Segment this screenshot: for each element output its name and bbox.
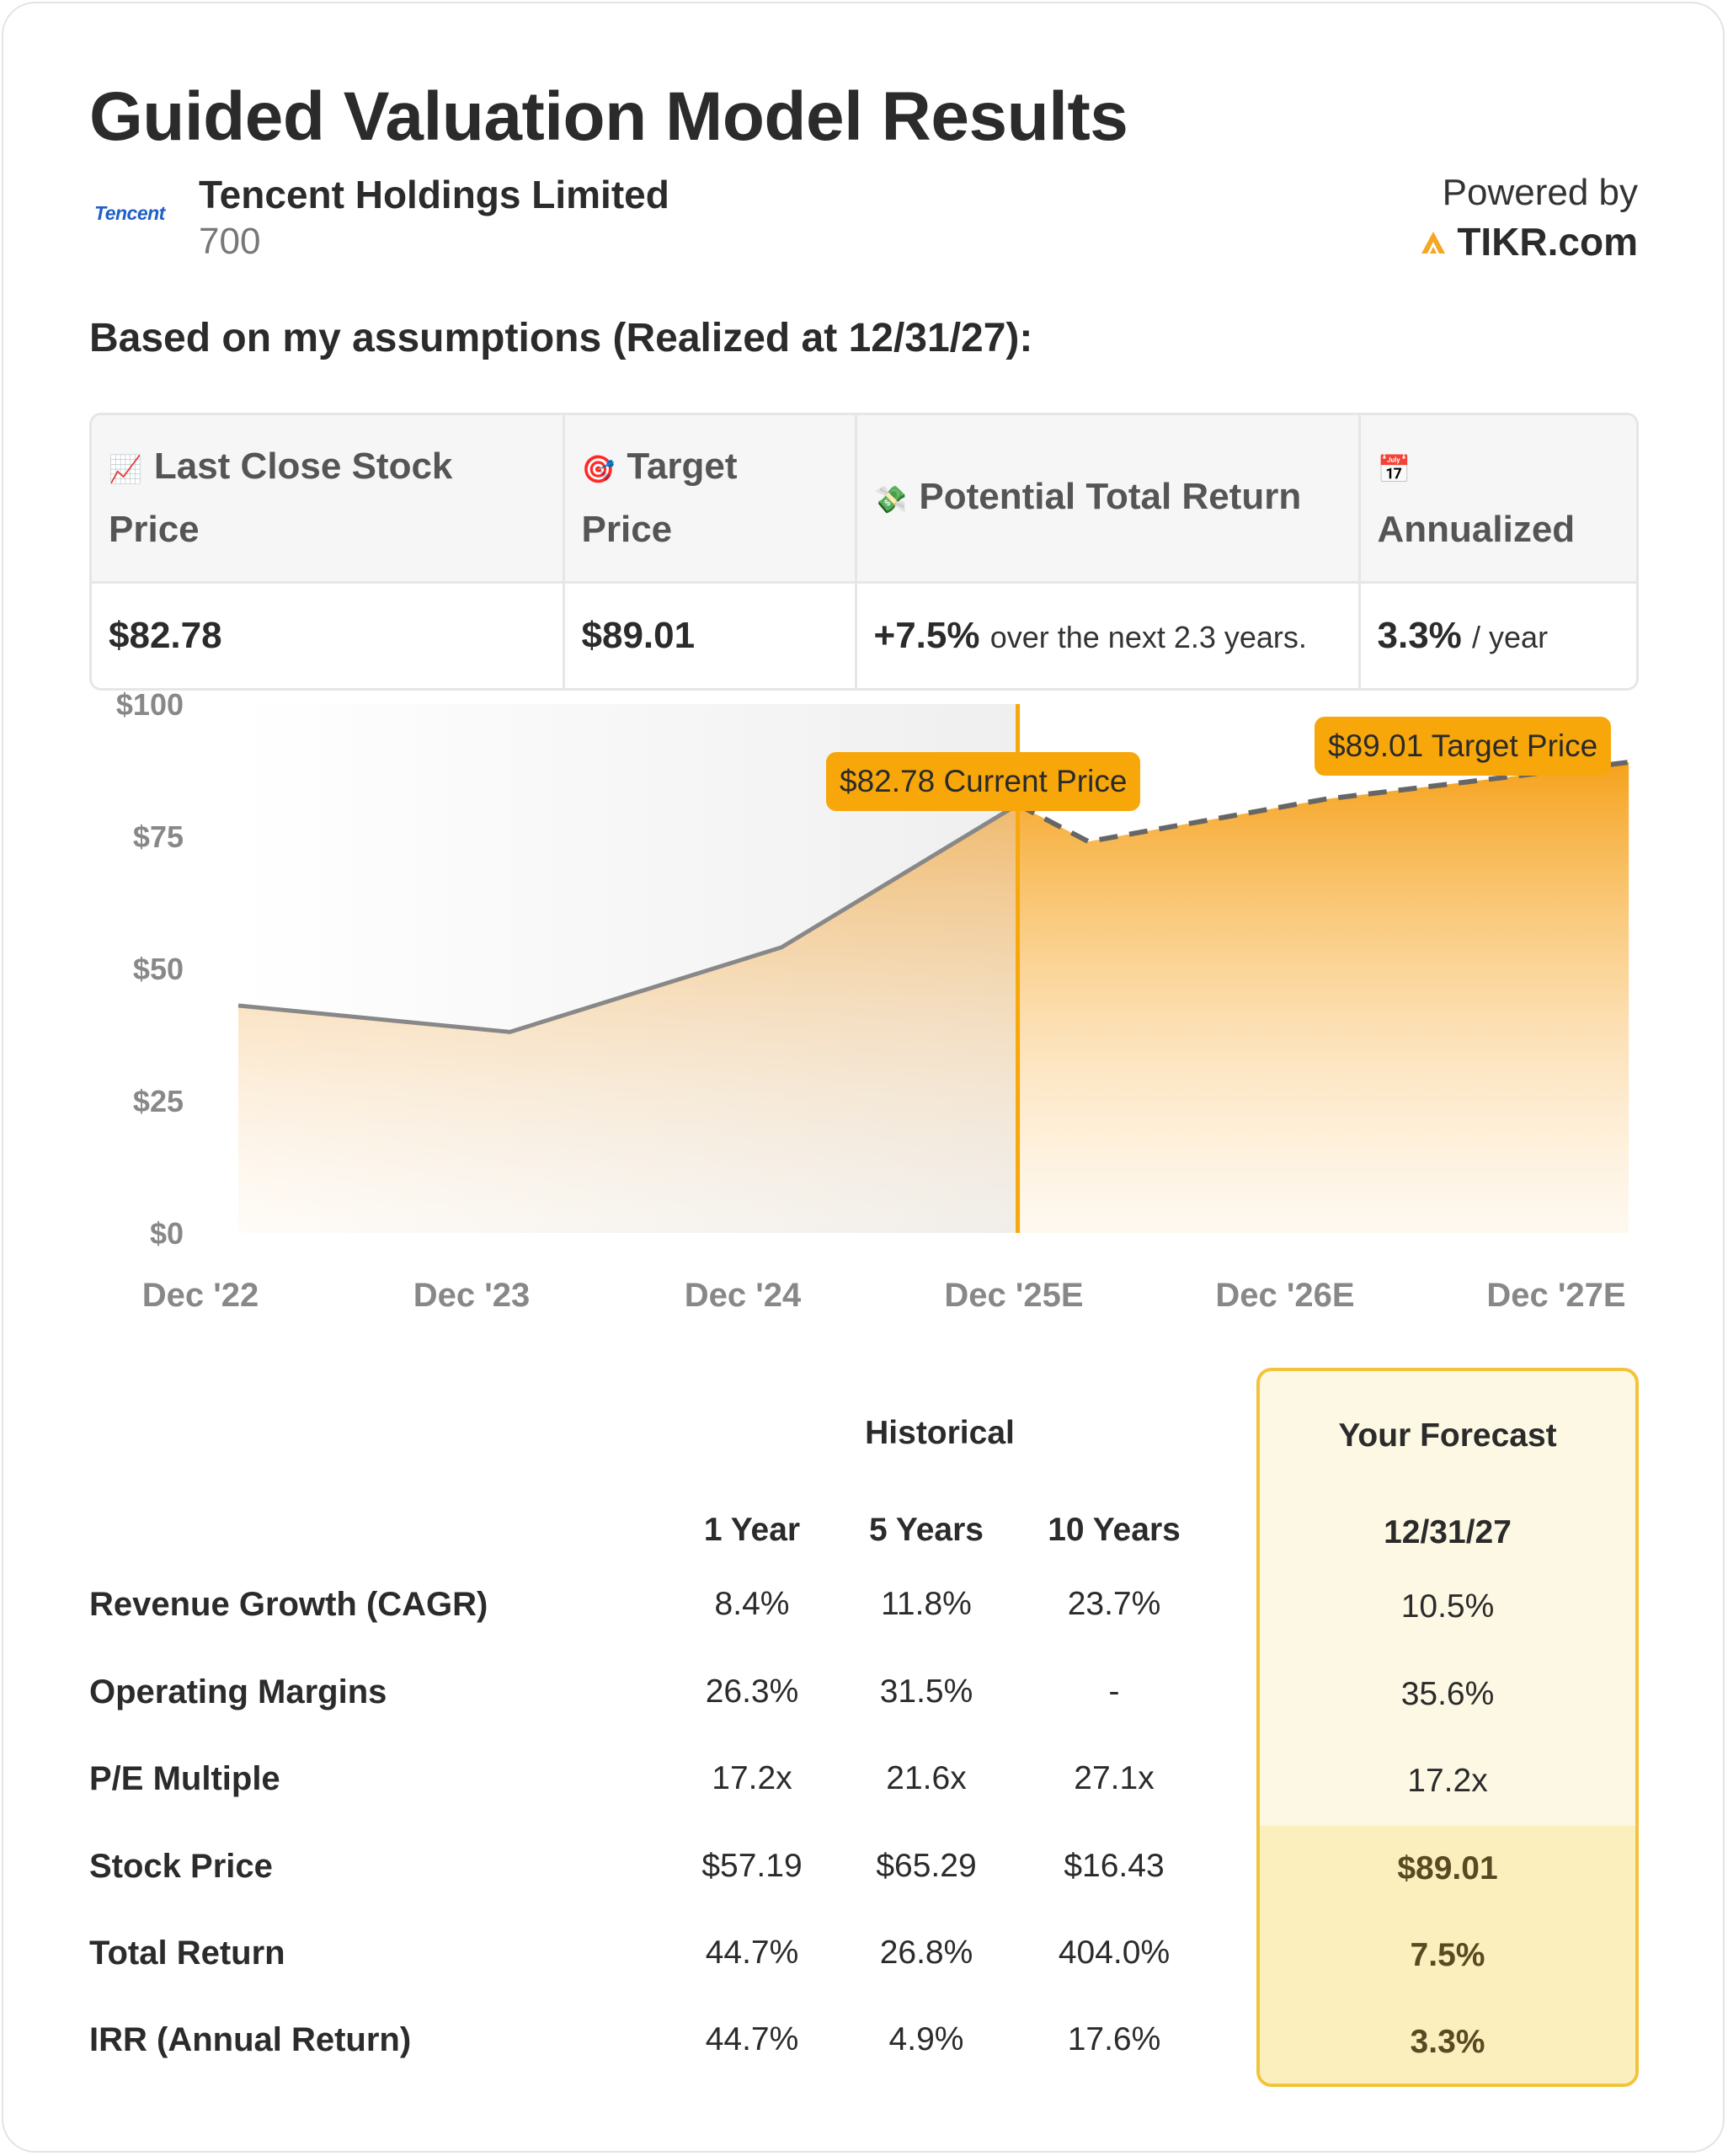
x-tick-label: Dec '22 bbox=[142, 1277, 259, 1314]
metric-cell: - bbox=[1108, 1673, 1120, 1710]
metric-row-label: IRR (Annual Return) bbox=[89, 2021, 412, 2058]
x-tick-label: Dec '24 bbox=[685, 1277, 802, 1314]
x-tick-label: Dec '25E bbox=[944, 1277, 1083, 1314]
header-annualized: 📅 Annualized bbox=[1359, 415, 1636, 584]
company-name: Tencent Holdings Limited bbox=[199, 173, 669, 216]
tikr-logo-icon bbox=[1421, 232, 1446, 253]
metric-cell: 4.9% bbox=[888, 2021, 964, 2057]
metric-cell: 26.3% bbox=[705, 1673, 799, 1710]
forecast-date: 12/31/27 bbox=[1384, 1514, 1512, 1550]
y-tick-label: $100 bbox=[116, 691, 184, 722]
metric-cell: 23.7% bbox=[1067, 1586, 1161, 1622]
metric-cell: 21.6x bbox=[886, 1760, 967, 1796]
target-price-tooltip: $89.01 Target Price bbox=[1315, 717, 1612, 776]
col-10-years: 10 Years bbox=[1048, 1512, 1181, 1548]
metric-row-label: Revenue Growth (CAGR) bbox=[89, 1586, 488, 1623]
forecast-cell: 35.6% bbox=[1400, 1676, 1495, 1712]
header-last-close: 📈 Last Close Stock Price bbox=[92, 415, 565, 584]
metric-cell: 17.2x bbox=[712, 1760, 792, 1796]
metric-cell: $16.43 bbox=[1064, 1848, 1165, 1884]
metric-cell: $65.29 bbox=[876, 1848, 977, 1884]
metric-cell: 27.1x bbox=[1074, 1760, 1155, 1796]
x-tick-label: Dec '26E bbox=[1215, 1277, 1354, 1314]
y-tick-label: $25 bbox=[133, 1084, 184, 1118]
tikr-brand-link[interactable]: TIKR.com bbox=[1418, 219, 1638, 264]
col-1-year: 1 Year bbox=[703, 1512, 801, 1548]
y-tick-label: $50 bbox=[133, 952, 184, 986]
powered-by-label: Powered by bbox=[1442, 172, 1638, 213]
ticker-symbol: 700 bbox=[199, 221, 261, 262]
metric-cell: 11.8% bbox=[881, 1586, 972, 1622]
metric-cell: 17.6% bbox=[1067, 2021, 1161, 2057]
historical-area bbox=[238, 804, 1018, 1233]
metric-cell: 31.5% bbox=[879, 1673, 973, 1710]
forecast-column bbox=[1256, 1368, 1639, 2087]
metric-cell: $57.19 bbox=[701, 1848, 803, 1884]
assumptions-heading: Based on my assumptions (Realized at 12/… bbox=[89, 316, 1033, 360]
col-5-years: 5 Years bbox=[869, 1512, 984, 1548]
historical-label: Historical bbox=[865, 1415, 1015, 1451]
metric-row-label: Stock Price bbox=[89, 1848, 273, 1885]
forecast-series-line bbox=[1016, 760, 1629, 845]
page-title: Guided Valuation Model Results bbox=[89, 78, 1128, 155]
forecast-highlight-band bbox=[1260, 1826, 1635, 2084]
forecast-cell: $89.01 bbox=[1397, 1850, 1498, 1886]
x-tick-label: Dec '23 bbox=[413, 1277, 531, 1314]
y-tick-label: $75 bbox=[133, 819, 184, 854]
total-return-value: +7.5% over the next 2.3 years. bbox=[856, 582, 1361, 688]
metric-cell: 44.7% bbox=[705, 2021, 799, 2057]
calendar-icon: 📅 bbox=[1377, 454, 1411, 484]
price-chart: $0 $25 $50 $75 $100 Dec '22 Dec '23 Dec '24 Dec … bbox=[116, 691, 1629, 1314]
chart-increasing-icon: 📈 bbox=[109, 454, 142, 484]
metric-cell: 8.4% bbox=[714, 1586, 790, 1622]
target-icon: 🎯 bbox=[581, 454, 616, 484]
header-target: 🎯 Target Price bbox=[563, 415, 857, 584]
forecast-cell: 3.3% bbox=[1410, 2024, 1485, 2060]
summary-table: 📈 Last Close Stock Price 🎯 Target Price 💸 P… bbox=[89, 413, 1639, 691]
forecast-cell: 10.5% bbox=[1400, 1588, 1495, 1625]
header-total-return: 💸 Potential Total Return bbox=[856, 415, 1361, 584]
current-price-tooltip: $82.78 Current Price bbox=[826, 752, 1141, 811]
x-tick-label: Dec '27E bbox=[1486, 1277, 1625, 1314]
target-value: $89.01 bbox=[563, 582, 857, 688]
forecast-cell: 17.2x bbox=[1407, 1763, 1488, 1799]
forecast-cell: 7.5% bbox=[1410, 1937, 1485, 1973]
historical-series-line bbox=[237, 803, 1019, 1034]
forecast-area bbox=[1017, 762, 1629, 1233]
metric-row-label: P/E Multiple bbox=[89, 1760, 280, 1797]
forecast-label: Your Forecast bbox=[1338, 1417, 1557, 1454]
metric-row-label: Total Return bbox=[89, 1935, 285, 1972]
metric-cell: 404.0% bbox=[1058, 1935, 1171, 1971]
metric-cell: 44.7% bbox=[705, 1935, 799, 1971]
company-logo: Tencent bbox=[94, 202, 165, 224]
brand-label: TIKR.com bbox=[1457, 220, 1638, 264]
annualized-value: 3.3% / year bbox=[1377, 615, 1549, 656]
metric-cell: 26.8% bbox=[879, 1935, 973, 1971]
metric-row-label: Operating Margins bbox=[89, 1673, 387, 1710]
last-close-value: $82.78 bbox=[92, 582, 565, 688]
money-with-wings-icon: 💸 bbox=[873, 484, 908, 515]
y-tick-label: $0 bbox=[150, 1216, 184, 1251]
